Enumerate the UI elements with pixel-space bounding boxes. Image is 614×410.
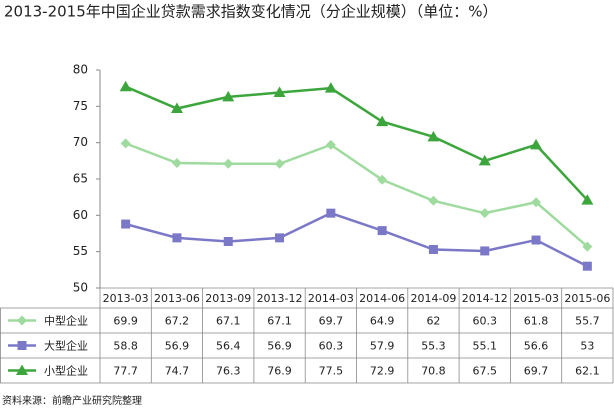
x-tick-label: 2015-03 [513, 292, 559, 305]
table-cell: 69.7 [524, 365, 549, 378]
x-tick-label: 2013-12 [257, 292, 303, 305]
data-marker [377, 226, 387, 236]
table-cell: 55.3 [421, 340, 446, 353]
data-marker [275, 233, 285, 243]
y-tick-label: 55 [73, 244, 88, 258]
table-cell: 77.7 [113, 365, 138, 378]
table-cell: 56.9 [165, 340, 190, 353]
table-cell: 57.9 [370, 340, 395, 353]
x-tick-label: 2015-06 [564, 292, 610, 305]
y-tick-label: 60 [73, 208, 88, 222]
source-note: 资料来源：前瞻产业研究院整理 [2, 394, 142, 407]
table-cell: 53 [580, 340, 594, 353]
data-marker [222, 90, 235, 102]
table-cell: 74.7 [165, 365, 190, 378]
data-marker [376, 115, 389, 127]
y-tick-label: 75 [73, 99, 88, 113]
x-tick-label: 2013-09 [205, 292, 251, 305]
data-marker [119, 80, 132, 92]
legend-label: 小型企业 [44, 364, 88, 378]
x-tick-label: 2013-06 [154, 292, 200, 305]
data-marker [325, 139, 336, 150]
table-cell: 76.3 [216, 365, 241, 378]
data-marker [480, 246, 490, 256]
table-cell: 62 [426, 315, 440, 328]
data-marker [121, 219, 131, 229]
table-cell: 67.5 [473, 365, 498, 378]
x-tick-label: 2014-12 [462, 292, 508, 305]
table-cell: 55.7 [575, 315, 600, 328]
table-cell: 60.3 [319, 340, 344, 353]
data-marker [326, 208, 336, 218]
y-tick-label: 80 [73, 63, 88, 77]
table-cell: 60.3 [473, 315, 498, 328]
table-cell: 56.4 [216, 340, 241, 353]
data-marker [428, 195, 439, 206]
data-marker [120, 138, 131, 149]
legend-label: 中型企业 [44, 314, 88, 328]
y-tick-label: 50 [73, 281, 88, 295]
legend-marker [17, 315, 27, 326]
table-cell: 67.1 [216, 315, 241, 328]
y-tick-label: 65 [73, 172, 88, 186]
legend-marker [16, 364, 28, 375]
table-cell: 61.8 [524, 315, 549, 328]
table-cell: 67.2 [165, 315, 190, 328]
table-cell: 76.9 [267, 365, 292, 378]
data-marker [478, 154, 491, 166]
x-tick-label: 2014-09 [410, 292, 456, 305]
data-marker [582, 261, 592, 271]
x-tick-label: 2013-03 [103, 292, 149, 305]
table-cell: 55.1 [473, 340, 498, 353]
data-marker [428, 244, 438, 254]
x-tick-label: 2014-03 [308, 292, 354, 305]
table-cell: 72.9 [370, 365, 395, 378]
data-marker [171, 158, 182, 169]
data-marker [273, 86, 286, 98]
data-marker [531, 235, 541, 245]
y-tick-label: 70 [73, 135, 88, 149]
data-marker [530, 138, 543, 150]
table-cell: 56.6 [524, 340, 549, 353]
table-cell: 69.9 [113, 315, 138, 328]
series-line [125, 142, 589, 248]
series-line [125, 211, 588, 268]
data-marker [581, 194, 594, 205]
data-marker [479, 208, 490, 219]
data-marker [582, 241, 593, 252]
table-cell: 69.7 [319, 315, 344, 328]
data-marker [377, 174, 388, 185]
legend-marker [17, 341, 27, 350]
data-marker [274, 158, 285, 169]
table-cell: 64.9 [370, 315, 395, 328]
data-marker [170, 102, 183, 114]
table-cell: 77.5 [319, 365, 344, 378]
data-marker [223, 236, 233, 246]
table-cell: 56.9 [267, 340, 292, 353]
table-cell: 67.1 [267, 315, 292, 328]
table-cell: 62.1 [575, 365, 600, 378]
x-tick-label: 2014-06 [359, 292, 405, 305]
chart-title: 2013-2015年中国企业贷款需求指数变化情况（分企业规模）（单位：%） [4, 3, 498, 21]
legend-label: 大型企业 [44, 339, 88, 353]
series-line [125, 85, 589, 201]
table-cell: 70.8 [421, 365, 446, 378]
table-cell: 58.8 [113, 340, 138, 353]
data-marker [427, 130, 440, 142]
data-marker [531, 197, 542, 208]
data-marker [223, 158, 234, 169]
data-marker [324, 82, 337, 93]
data-marker [172, 233, 182, 243]
